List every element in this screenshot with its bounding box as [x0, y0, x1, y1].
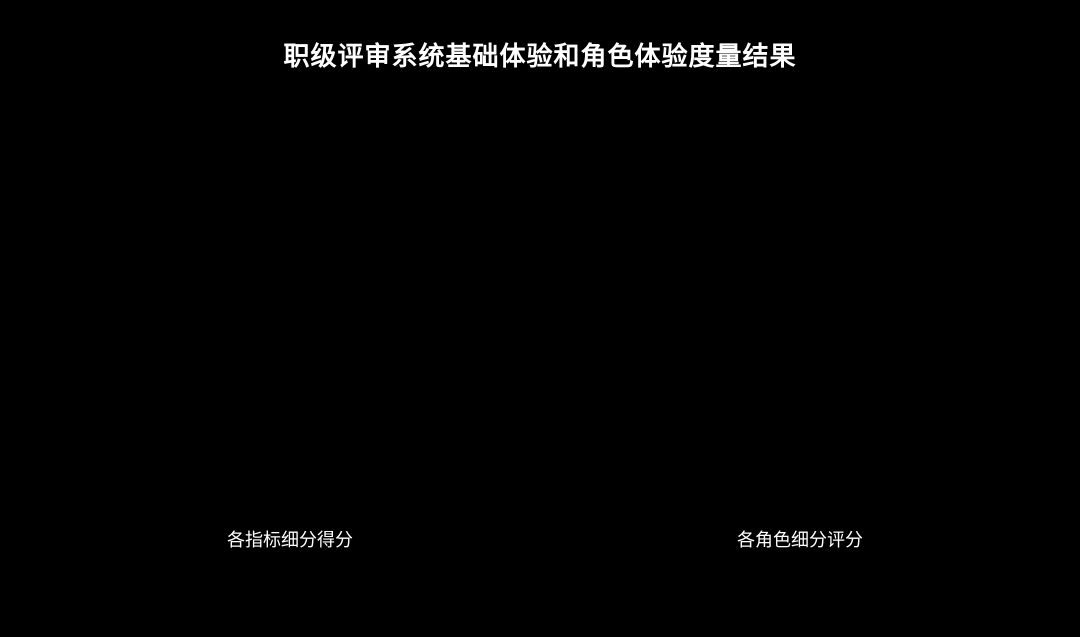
right-radar-svg: [580, 100, 1020, 540]
right-radar-chart: 各角色细分评分: [580, 100, 1020, 540]
left-radar-chart: 各指标细分得分: [60, 100, 520, 540]
left-chart-caption: 各指标细分得分: [60, 526, 520, 552]
right-chart-caption: 各角色细分评分: [580, 526, 1020, 552]
page-title: 职级评审系统基础体验和角色体验度量结果: [0, 36, 1080, 73]
page-root: 职级评审系统基础体验和角色体验度量结果 各指标细分得分 各角色细分评分: [0, 0, 1080, 637]
left-radar-svg: [60, 100, 520, 540]
